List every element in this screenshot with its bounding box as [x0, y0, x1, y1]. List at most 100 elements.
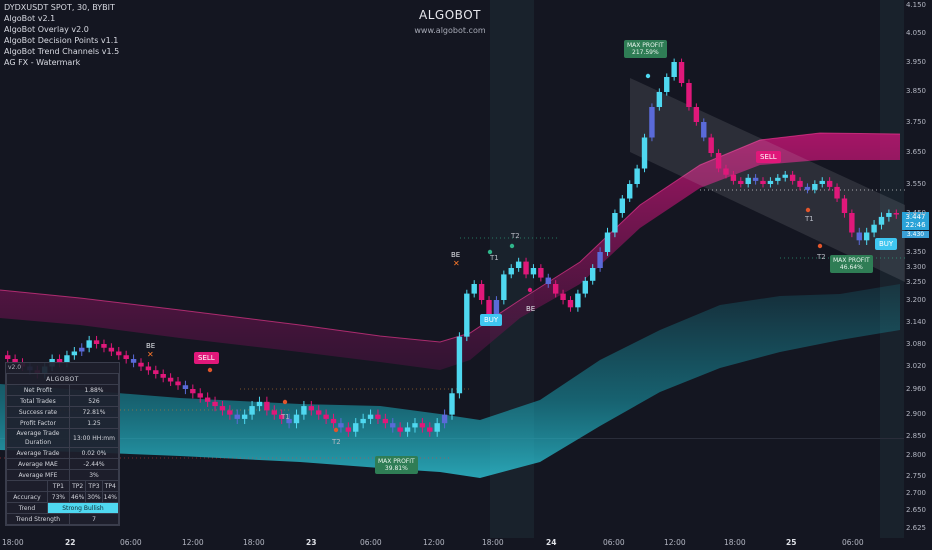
indicator-label[interactable]: AlgoBot Trend Channels v1.5 [4, 47, 120, 56]
accuracy-value: 73% [46, 491, 70, 503]
candle-body [160, 374, 166, 378]
x-tick-label: 12:00 [423, 538, 445, 547]
candle-body [775, 177, 781, 181]
candle-body [834, 186, 840, 199]
candle-body [264, 401, 270, 411]
candle-body [145, 366, 152, 371]
x-tick-label: 12:00 [182, 538, 204, 547]
candle-body [471, 284, 477, 294]
indicator-label[interactable]: AlgoBot v2.1 [4, 14, 56, 23]
candle-body [871, 224, 877, 233]
candle-body [656, 92, 663, 107]
candle-body [293, 414, 300, 424]
candle-body [286, 418, 292, 424]
stats-row: Average MFE 3% [6, 469, 120, 481]
candle-body [508, 268, 514, 275]
stats-key: Total Trades [6, 395, 70, 407]
max-profit-badge: MAX PROFIT 46.64% [830, 255, 873, 273]
max-profit-label: MAX PROFIT [833, 257, 870, 264]
t1-marker: T1 [490, 254, 499, 262]
x-tick-label: 18:00 [482, 538, 504, 547]
stats-key: Accuracy [6, 491, 48, 503]
candle-body [523, 261, 529, 275]
x-tick-label: 06:00 [360, 538, 382, 547]
candle-body [375, 414, 381, 419]
strength-value: 7 [68, 513, 120, 525]
stats-key: Profit Factor [6, 417, 70, 429]
indicator-label[interactable]: AlgoBot Overlay v2.0 [4, 25, 89, 34]
y-tick-label: 2.650 [905, 506, 926, 514]
candle-body [804, 186, 811, 190]
candle-body [701, 122, 707, 138]
stats-key: Average Trade [6, 447, 70, 459]
candle-body [752, 177, 759, 181]
be-marker: BE [451, 251, 461, 259]
stats-value: 0.02 0% [68, 447, 120, 459]
candle-body [723, 168, 729, 175]
candle-body [456, 336, 463, 394]
candle-body [789, 174, 796, 181]
candle-body [382, 418, 389, 424]
candle-body [86, 340, 92, 348]
session-zone [880, 0, 904, 538]
stats-key: Trend Strength [6, 513, 70, 525]
candle-body [397, 427, 403, 432]
strength-row: Trend Strength 7 [6, 513, 120, 525]
sell-signal: SELL [194, 352, 219, 364]
stats-key: Trend [6, 502, 48, 514]
candle-body [153, 370, 159, 374]
candle-body [5, 355, 11, 359]
x-tick-label: 18:00 [724, 538, 746, 547]
candle-body [464, 293, 470, 337]
x-tick-label: 18:00 [243, 538, 265, 547]
candle-body [12, 359, 18, 363]
lower-band [0, 284, 900, 478]
candle-body [308, 406, 315, 411]
be-marker: BE [146, 342, 156, 350]
chart-header: DYDXUSDT SPOT, 30, BYBIT AlgoBot v2.1 Al… [4, 2, 119, 68]
candle-body [486, 300, 492, 319]
candle-body [249, 406, 255, 415]
candle-body [575, 293, 581, 308]
candle-body [849, 213, 855, 233]
accuracy-row: Accuracy 73% 46% 30% 14% [6, 491, 120, 503]
indicator-label[interactable]: AlgoBot Decision Points v1.1 [4, 36, 119, 45]
indicator-label[interactable]: AG FX - Watermark [4, 58, 81, 67]
candle-body [256, 401, 263, 407]
candle-body [182, 385, 189, 389]
blank-cell [6, 480, 48, 492]
candle-body [604, 232, 611, 252]
candle-body [886, 213, 892, 217]
stats-value: 1.88% [68, 384, 120, 396]
y-tick-label: 3.140 [905, 318, 926, 326]
candle-body [108, 347, 115, 352]
candle-body [301, 406, 307, 415]
candle-body [64, 355, 70, 363]
candle-body [478, 284, 485, 300]
candle-body [863, 232, 870, 241]
candle-body [412, 423, 418, 428]
y-tick-label: 2.800 [905, 451, 926, 459]
x-tick-label: 06:00 [120, 538, 142, 547]
candle-body [501, 274, 507, 300]
candle-body [538, 268, 544, 278]
candle-body [671, 62, 677, 77]
signal-dot [207, 367, 213, 373]
signal-dot [487, 249, 493, 255]
t2-marker: T2 [332, 438, 341, 446]
t2-marker: T2 [817, 253, 826, 261]
signal-dot [527, 287, 533, 293]
x-tick-label: 12:00 [664, 538, 686, 547]
x-marker-icon: ✕ [453, 259, 460, 268]
signal-dot [282, 399, 288, 405]
max-profit-badge: MAX PROFIT 217.59% [624, 40, 667, 58]
signal-dot [509, 243, 515, 249]
stats-row: Profit Factor 1.25 [6, 417, 120, 429]
accuracy-value: 14% [101, 491, 120, 503]
stats-value: 526 [68, 395, 120, 407]
candle-body [197, 393, 203, 398]
candle-body [567, 300, 574, 308]
stats-row: Net Profit 1.88% [6, 384, 120, 396]
stats-row: Total Trades 526 [6, 395, 120, 407]
